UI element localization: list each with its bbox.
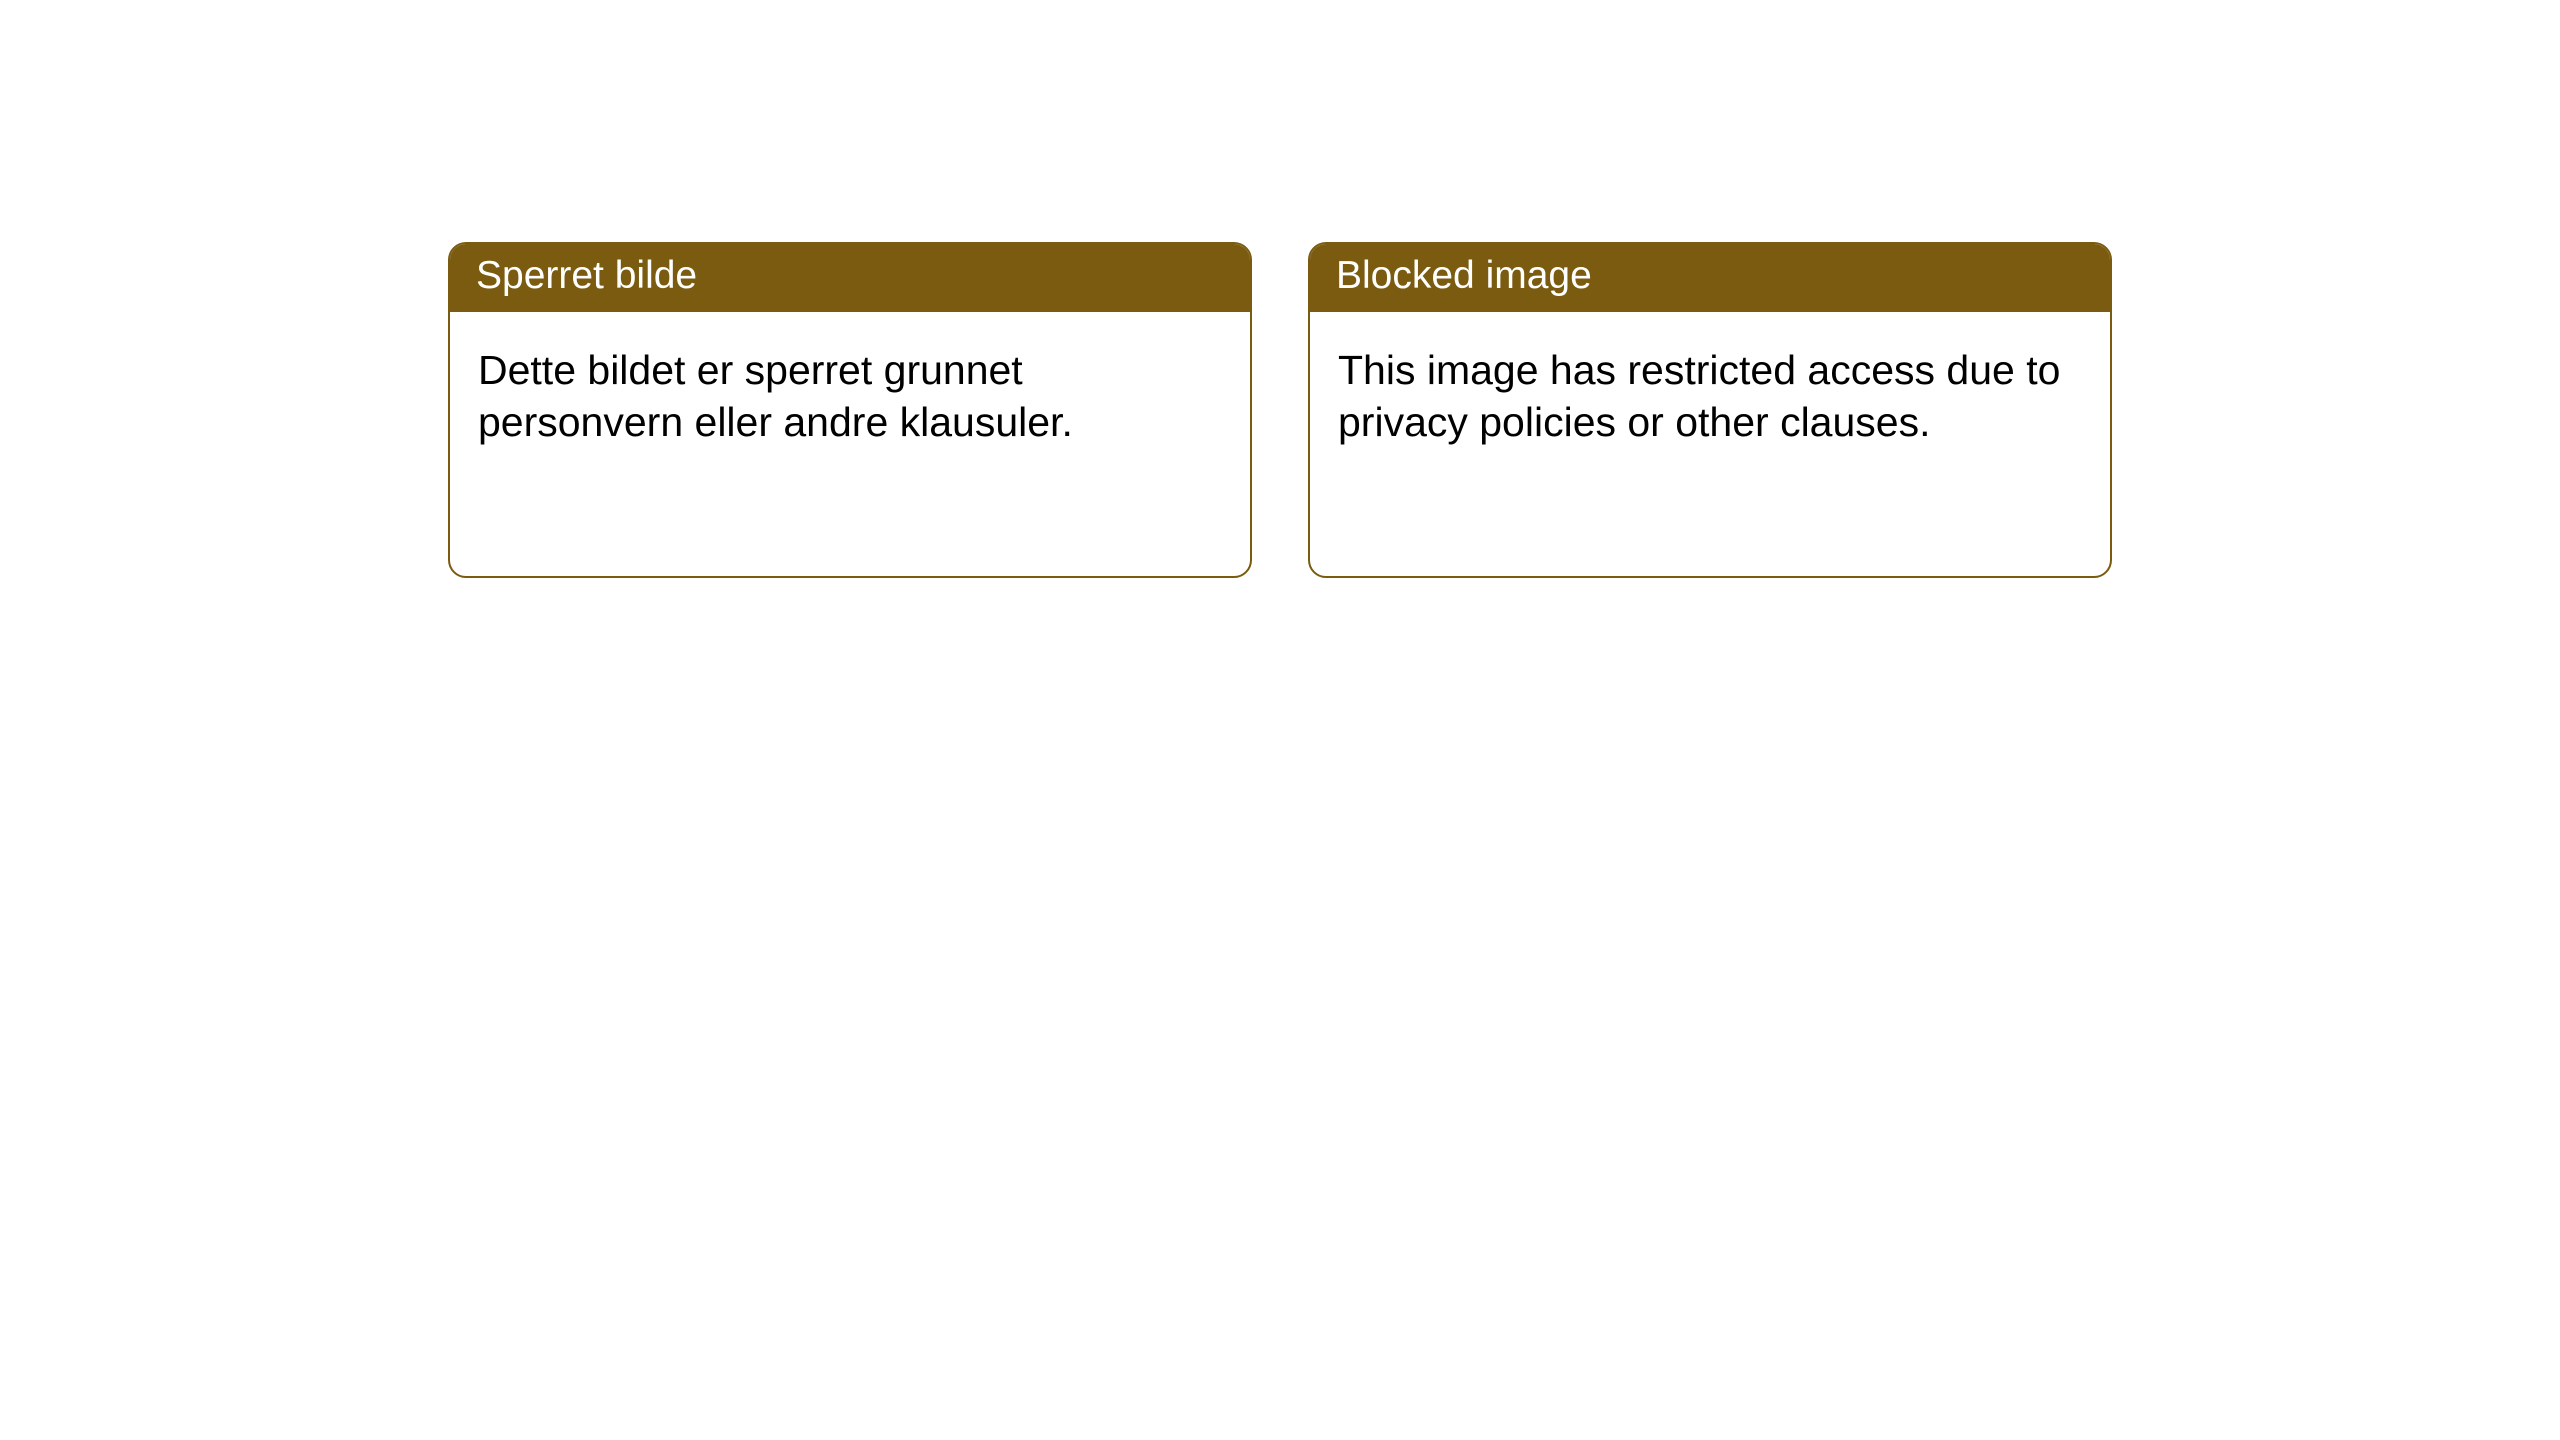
notice-card-english: Blocked image This image has restricted …	[1308, 242, 2112, 578]
notice-header-norwegian: Sperret bilde	[450, 244, 1250, 312]
notice-body-norwegian: Dette bildet er sperret grunnet personve…	[450, 312, 1250, 481]
notice-body-english: This image has restricted access due to …	[1310, 312, 2110, 481]
notice-header-english: Blocked image	[1310, 244, 2110, 312]
notice-container: Sperret bilde Dette bildet er sperret gr…	[0, 0, 2560, 578]
notice-card-norwegian: Sperret bilde Dette bildet er sperret gr…	[448, 242, 1252, 578]
